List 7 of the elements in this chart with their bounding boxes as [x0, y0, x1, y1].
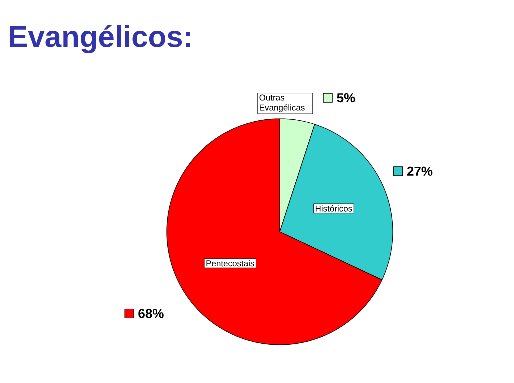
data-label: 27%	[407, 166, 433, 176]
chart-title: Evangélicos:	[10, 25, 190, 54]
slice-label: Pentecostais	[206, 260, 254, 267]
slice-label: Históricos	[316, 205, 352, 212]
data-label: 68%	[138, 309, 164, 318]
data-label: 5%	[337, 93, 356, 103]
legend-label: Outras Evangélicas	[260, 94, 305, 112]
